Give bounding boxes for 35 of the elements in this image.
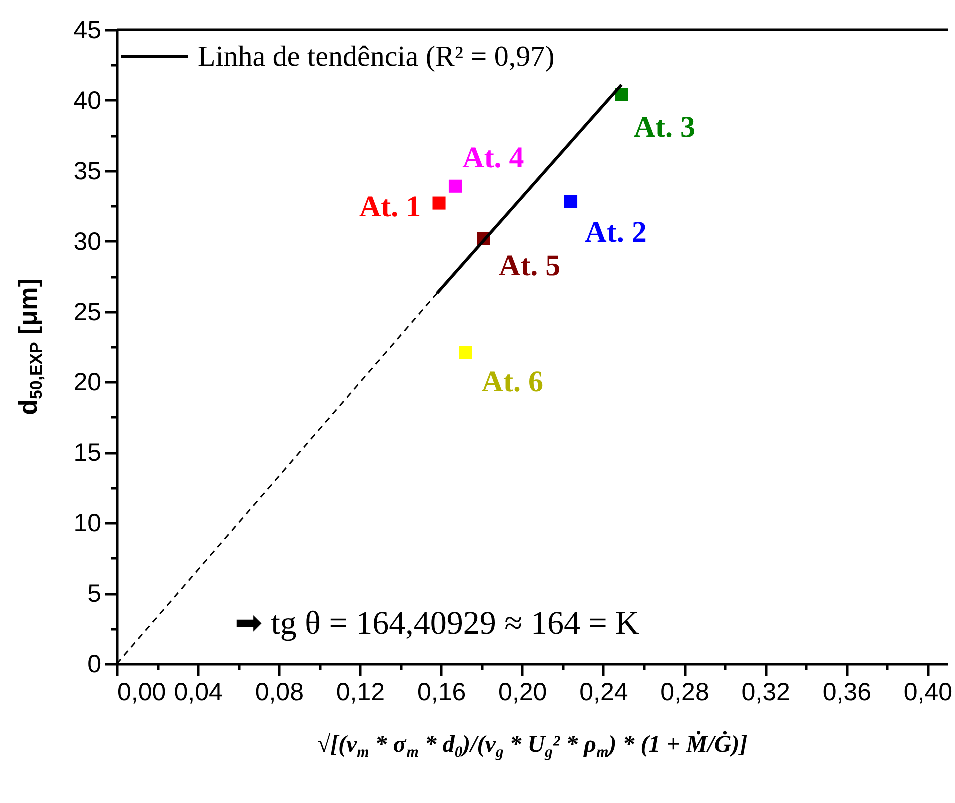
x-tick-label: 0,00: [118, 678, 166, 706]
y-tick-label: 30: [74, 228, 102, 256]
series-label: At. 6: [482, 366, 544, 399]
point: [459, 346, 472, 360]
point: [564, 195, 578, 208]
y-tick-label: 5: [88, 580, 102, 608]
x-tick-label: 0,32: [742, 678, 790, 706]
y-tick-label: 45: [74, 16, 102, 44]
y-tick-label: 0: [88, 650, 102, 678]
point: [448, 180, 462, 193]
x-tick-label: 0,08: [255, 678, 304, 706]
x-tick-label: 0,12: [336, 678, 386, 706]
y-tick-label: 35: [74, 157, 102, 186]
legend-label: Linha de tendência (R² = 0,97): [198, 41, 555, 73]
x-tick-label: 0,04: [174, 678, 223, 706]
y-tick-label: 10: [74, 510, 102, 538]
point: [615, 88, 628, 102]
y-tick-label: 40: [74, 86, 102, 115]
x-tick-label: 0,16: [417, 678, 466, 706]
series-label: At. 4: [462, 141, 524, 174]
x-tick-label: 0,40: [904, 678, 953, 706]
y-axis-title: d50,EXP [μm]: [13, 278, 46, 416]
x-tick-label: 0,24: [580, 678, 628, 706]
point: [432, 196, 446, 210]
x-tick-label: 0,36: [822, 678, 872, 706]
series-label: At. 5: [499, 250, 561, 283]
series-label: At. 1: [359, 190, 422, 224]
y-tick-label: 15: [74, 439, 102, 468]
series-label: At. 2: [585, 216, 647, 249]
x-tick-label: 0,28: [660, 678, 710, 706]
annotation: ➡ tg θ = 164,40929 ≈ 164 = K: [235, 606, 640, 642]
y-tick-label: 25: [74, 298, 102, 326]
series-label: At. 3: [634, 110, 696, 144]
y-tick-label: 20: [74, 368, 102, 397]
x-tick-label: 0,20: [498, 678, 548, 706]
